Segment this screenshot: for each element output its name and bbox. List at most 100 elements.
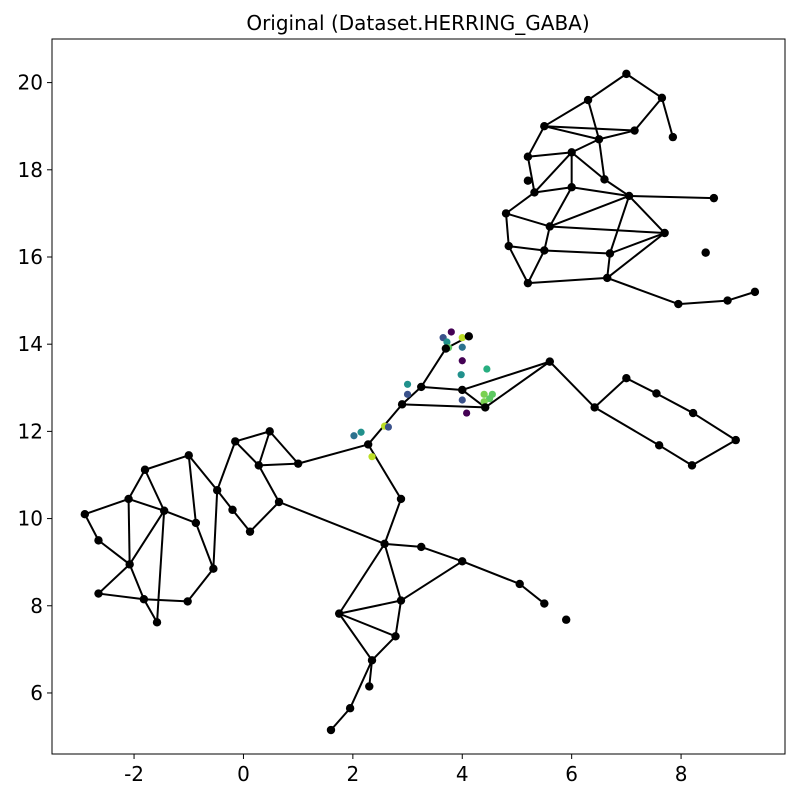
graph-node — [731, 435, 740, 445]
graph-edge — [420, 348, 447, 388]
graph-edge — [216, 441, 237, 491]
colored-data-point — [480, 390, 488, 398]
colored-data-point — [357, 428, 365, 436]
colored-points-layer — [350, 328, 496, 461]
graph-edge — [609, 232, 666, 255]
graph-edge — [128, 563, 145, 600]
graph-edge — [128, 498, 165, 512]
graph-node — [191, 518, 201, 528]
graph-node — [594, 135, 604, 144]
graph-node — [458, 385, 467, 395]
graph-edge — [234, 440, 260, 467]
graph-edge — [156, 510, 166, 623]
graph-edge — [187, 455, 197, 524]
x-tick-label: 6 — [565, 762, 578, 786]
graph-edge — [527, 249, 546, 284]
x-tick-label: -2 — [124, 762, 144, 786]
graph-node — [152, 618, 162, 627]
graph-node — [605, 249, 615, 258]
graph-node — [622, 373, 631, 383]
graph-node — [265, 427, 274, 436]
graph-node — [94, 536, 103, 545]
graph-edge — [400, 560, 463, 602]
colored-data-point — [350, 432, 358, 440]
graph-node — [380, 539, 389, 549]
graph-edge — [691, 439, 737, 467]
graph-node — [245, 527, 255, 536]
graph-edge — [371, 635, 397, 661]
graph-node — [396, 494, 406, 504]
graph-edge — [727, 290, 756, 302]
graph-edge — [543, 99, 589, 128]
y-tick-label: 6 — [30, 681, 43, 705]
graph-node — [723, 296, 732, 305]
colored-data-point — [458, 334, 466, 342]
graph-edge — [505, 212, 551, 228]
graph-node — [367, 656, 377, 665]
graph-node — [600, 175, 609, 184]
x-tick-label: 8 — [675, 762, 688, 786]
graph-edge — [194, 522, 215, 570]
y-tick-label: 18 — [18, 158, 43, 182]
graph-node — [481, 403, 490, 412]
graph-edge — [84, 498, 129, 516]
graph-edge — [625, 73, 663, 99]
graph-node — [396, 596, 406, 605]
graph-edge — [461, 360, 551, 391]
graph-edge — [257, 464, 280, 503]
graph-edge — [278, 501, 385, 545]
graph-node — [652, 389, 661, 398]
graph-node — [668, 132, 678, 142]
graph-edge — [383, 498, 402, 545]
graph-node — [254, 461, 263, 470]
graph-edge — [143, 598, 188, 603]
graph-edge — [128, 510, 165, 565]
graph-node — [417, 382, 426, 392]
chart-title: Original (Dataset.HERRING_GABA) — [246, 11, 589, 35]
graph-edge — [633, 97, 663, 132]
graph-edge — [231, 509, 251, 533]
graph-node — [326, 725, 336, 735]
graph-edge — [629, 194, 714, 200]
x-tick-label: 0 — [237, 762, 250, 786]
graph-node — [545, 357, 554, 366]
graph-node — [530, 188, 539, 197]
colored-data-point — [443, 338, 451, 346]
graph-node — [660, 228, 669, 238]
graph-node — [523, 278, 533, 288]
colored-data-point — [458, 396, 466, 404]
graph-edge — [507, 245, 529, 284]
graph-node — [540, 121, 549, 131]
graph-node — [441, 344, 451, 353]
graph-edge — [212, 490, 219, 569]
graph-edge — [606, 232, 666, 279]
graph-edge — [549, 195, 630, 228]
graph-edge — [484, 360, 551, 409]
graph-edge — [603, 178, 630, 197]
graph-edge — [402, 403, 486, 409]
graph-edge — [658, 444, 693, 467]
graph-edge — [338, 612, 396, 638]
graph-edge — [655, 392, 694, 414]
graph-edge — [97, 539, 131, 566]
graph-edge — [143, 598, 158, 623]
graph-edge — [519, 583, 545, 605]
graph-edge — [534, 186, 572, 194]
graph-node — [125, 560, 134, 569]
graph-edge — [249, 501, 280, 533]
graph-edge — [268, 430, 299, 465]
x-tick-label: 4 — [456, 762, 469, 786]
graph-node — [688, 408, 698, 418]
graph-node — [603, 273, 612, 283]
graph-node — [417, 542, 426, 552]
graph-node — [140, 465, 150, 474]
graph-edge — [127, 469, 146, 500]
graph-edge — [144, 469, 166, 512]
colored-data-point — [457, 371, 465, 379]
graph-edge — [384, 542, 422, 548]
colored-data-point — [447, 328, 455, 336]
graph-edge — [544, 125, 600, 141]
graph-edge — [533, 151, 573, 194]
graph-edge — [338, 613, 373, 661]
